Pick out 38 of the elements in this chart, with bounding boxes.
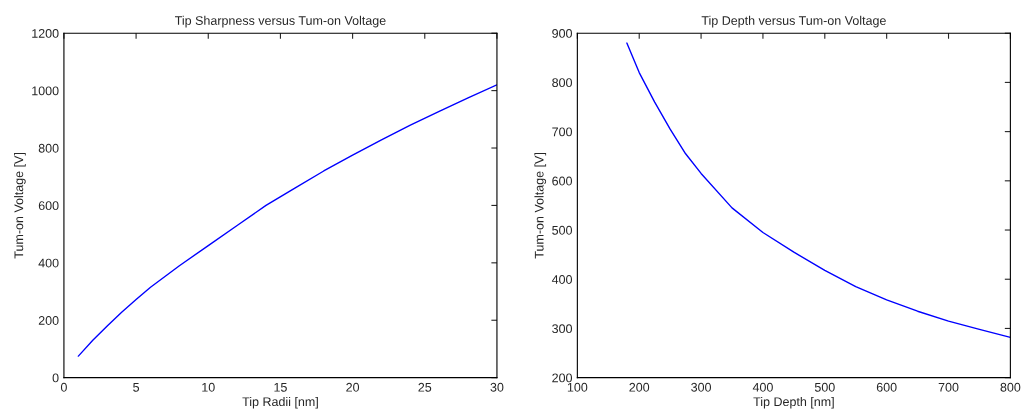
x-tick-label: 300 (691, 382, 712, 392)
y-tick-label: 200 (38, 316, 59, 325)
chart-title: Tip Sharpness versus Tum-on Voltage (175, 15, 386, 28)
x-tick-label: 400 (752, 382, 773, 392)
line-series (626, 42, 1011, 338)
x-tick-label: 700 (938, 382, 959, 392)
x-tick-label: 200 (629, 382, 650, 392)
y-tick-label: 500 (552, 225, 573, 235)
x-tick-label: 800 (1000, 382, 1021, 392)
y-axis-title: Tum-on Voltage [V] (14, 153, 26, 259)
y-tick-label: 600 (552, 176, 573, 186)
y-axis-title: Tum-on Voltage [V] (534, 153, 547, 259)
x-tick-label: 10 (202, 382, 215, 392)
y-tick-label: 400 (38, 258, 59, 268)
x-tick-label: 15 (274, 382, 287, 392)
x-axis-title: Tip Radii [nm] (242, 396, 318, 409)
y-tick-label: 400 (551, 275, 573, 284)
y-tick-label: 200 (552, 373, 573, 383)
y-tick-label: 300 (552, 324, 573, 334)
x-axis-title: Tip Depth [nm] (753, 396, 834, 409)
y-tick-label: 0 (52, 373, 59, 383)
x-tick-label: 5 (133, 382, 140, 392)
y-tick-label: 800 (552, 78, 573, 88)
x-tick-label: 0 (60, 382, 67, 392)
y-tick-label: 600 (38, 201, 59, 211)
x-tick-label: 25 (418, 382, 432, 392)
x-tick-label: 100 (567, 382, 588, 392)
x-tick-label: 30 (490, 382, 504, 392)
y-tick-label: 1200 (32, 29, 59, 38)
y-tick-label: 700 (552, 127, 573, 137)
x-tick-label: 20 (346, 382, 360, 392)
y-tick-label: 1000 (32, 86, 59, 96)
line-series (77, 84, 497, 357)
chart-title: Tip Depth versus Tum-on Voltage (701, 15, 886, 28)
y-tick-label: 900 (552, 29, 573, 38)
y-tick-label: 800 (38, 143, 59, 153)
x-tick-label: 600 (876, 382, 897, 392)
x-tick-label: 500 (814, 382, 835, 392)
